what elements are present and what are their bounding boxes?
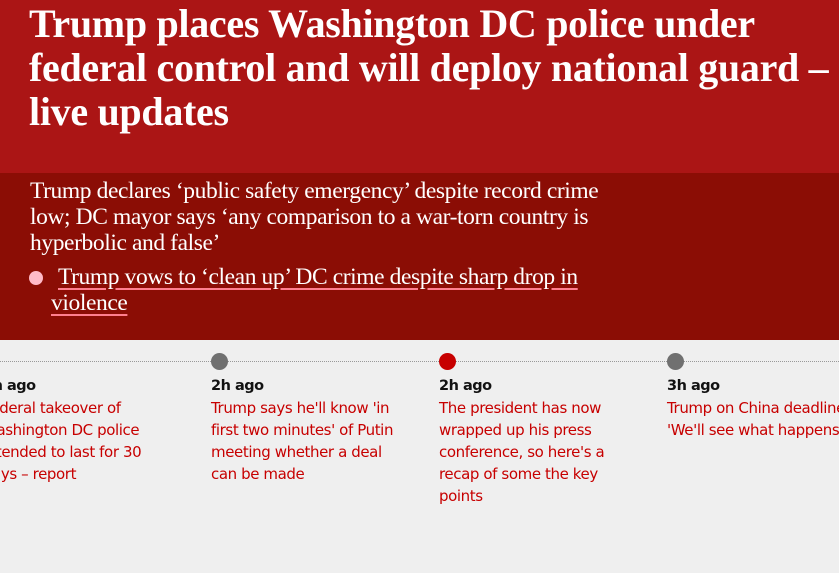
bullet-icon: [29, 271, 43, 285]
timeline-line: [0, 361, 839, 362]
timeline-dot-icon: [667, 353, 684, 370]
timeline-item[interactable]: 2h ago Federal takeover of Washington DC…: [0, 353, 173, 485]
timeline-time: 3h ago: [667, 378, 720, 394]
timeline-item[interactable]: 2h ago The president has now wrapped up …: [439, 353, 624, 507]
timeline-link[interactable]: Trump says he'll know 'in first two minu…: [211, 399, 394, 483]
timeline-item[interactable]: 2h ago Trump says he'll know 'in first t…: [211, 353, 411, 485]
timeline-dot-icon: [211, 353, 228, 370]
timeline-time: 2h ago: [439, 378, 492, 394]
related-article-link[interactable]: Trump vows to ‘clean up’ DC crime despit…: [51, 264, 578, 316]
page-title: Trump places Washington DC police under …: [29, 1, 829, 134]
timeline-time: 2h ago: [0, 378, 36, 394]
timeline-link[interactable]: Trump on China deadline: 'We'll see what…: [667, 399, 839, 439]
standfirst-band: Trump declares ‘public safety emergency’…: [0, 173, 839, 340]
timeline-link[interactable]: The president has now wrapped up his pre…: [439, 399, 605, 505]
timeline-link[interactable]: Federal takeover of Washington DC police…: [0, 399, 142, 483]
timeline-dot-live-icon: [439, 353, 456, 370]
timeline-time: 2h ago: [211, 378, 264, 394]
standfirst: Trump declares ‘public safety emergency’…: [30, 178, 599, 256]
header-band: Trump places Washington DC police under …: [0, 0, 839, 173]
timeline-item[interactable]: 3h ago Trump on China deadline: 'We'll s…: [667, 353, 839, 441]
